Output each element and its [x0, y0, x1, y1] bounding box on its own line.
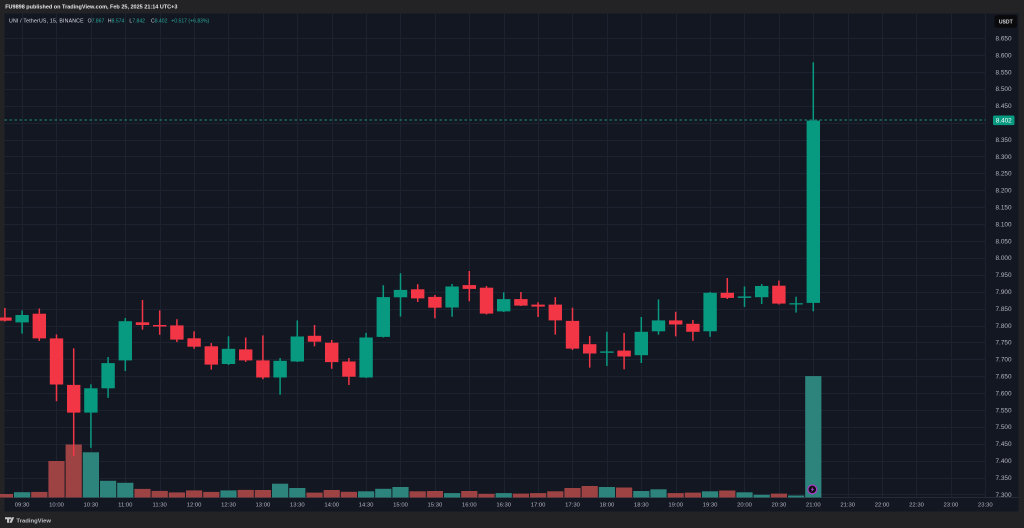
svg-text:8.500: 8.500 [996, 86, 1012, 93]
svg-text:8.150: 8.150 [996, 205, 1012, 212]
svg-text:10:30: 10:30 [84, 503, 99, 509]
svg-text:8.350: 8.350 [996, 137, 1012, 144]
svg-text:8.200: 8.200 [996, 188, 1012, 195]
svg-text:7.600: 7.600 [996, 390, 1012, 397]
svg-text:20:30: 20:30 [772, 503, 787, 509]
svg-text:H8.574: H8.574 [108, 19, 125, 25]
svg-text:13:30: 13:30 [290, 503, 305, 509]
svg-text:8.300: 8.300 [996, 154, 1012, 161]
svg-text:7.450: 7.450 [996, 441, 1012, 448]
svg-text:8.650: 8.650 [996, 36, 1012, 43]
svg-text:17:00: 17:00 [531, 503, 546, 509]
svg-text:7.350: 7.350 [996, 475, 1012, 482]
svg-text:13:00: 13:00 [256, 503, 271, 509]
svg-text:14:30: 14:30 [359, 503, 374, 509]
svg-text:20:00: 20:00 [737, 503, 752, 509]
svg-text:+0.517 (+6.83%): +0.517 (+6.83%) [171, 19, 209, 25]
svg-text:11:00: 11:00 [118, 503, 133, 509]
svg-text:8.100: 8.100 [996, 221, 1012, 228]
svg-text:14:00: 14:00 [324, 503, 339, 509]
svg-text:8.450: 8.450 [996, 103, 1012, 110]
svg-text:7.800: 7.800 [996, 323, 1012, 330]
svg-text:UNI / TetherUS, 15, BINANCE: UNI / TetherUS, 15, BINANCE [9, 19, 84, 25]
svg-text:22:00: 22:00 [875, 503, 890, 509]
svg-text:19:00: 19:00 [668, 503, 683, 509]
svg-text:18:30: 18:30 [634, 503, 649, 509]
svg-text:21:00: 21:00 [806, 503, 821, 509]
svg-text:21:30: 21:30 [840, 503, 855, 509]
svg-text:15:30: 15:30 [428, 503, 443, 509]
svg-text:7.300: 7.300 [996, 492, 1012, 499]
svg-text:7.750: 7.750 [996, 340, 1012, 347]
svg-text:7.500: 7.500 [996, 424, 1012, 431]
svg-text:09:30: 09:30 [15, 503, 30, 509]
svg-text:7.400: 7.400 [996, 458, 1012, 465]
svg-text:16:30: 16:30 [496, 503, 511, 509]
svg-text:7.850: 7.850 [996, 306, 1012, 313]
svg-text:7.650: 7.650 [996, 374, 1012, 381]
svg-text:16:00: 16:00 [462, 503, 477, 509]
svg-text:22:30: 22:30 [909, 503, 924, 509]
svg-text:L7.842: L7.842 [129, 19, 145, 25]
svg-text:11:30: 11:30 [153, 503, 168, 509]
svg-text:C8.402: C8.402 [151, 19, 168, 25]
svg-text:15:00: 15:00 [393, 503, 408, 509]
svg-text:7.550: 7.550 [996, 407, 1012, 414]
svg-text:8.250: 8.250 [996, 171, 1012, 178]
svg-text:19:30: 19:30 [703, 503, 718, 509]
svg-text:7.900: 7.900 [996, 289, 1012, 296]
svg-text:8.402: 8.402 [996, 118, 1012, 125]
svg-text:O7.867: O7.867 [88, 19, 105, 25]
svg-text:TradingView: TradingView [16, 519, 51, 525]
svg-text:8.050: 8.050 [996, 238, 1012, 245]
svg-text:FU9898 published on TradingVie: FU9898 published on TradingView.com, Feb… [5, 4, 177, 10]
svg-text:23:00: 23:00 [944, 503, 959, 509]
svg-text:8.550: 8.550 [996, 69, 1012, 76]
svg-text:8.600: 8.600 [996, 52, 1012, 59]
svg-text:12:00: 12:00 [187, 503, 202, 509]
svg-text:7.950: 7.950 [996, 272, 1012, 279]
svg-text:7.700: 7.700 [996, 357, 1012, 364]
svg-text:10:00: 10:00 [49, 503, 64, 509]
svg-text:23:30: 23:30 [978, 503, 993, 509]
svg-text:8.000: 8.000 [996, 255, 1012, 262]
svg-text:18:00: 18:00 [600, 503, 615, 509]
svg-text:12:30: 12:30 [221, 503, 236, 509]
svg-text:USDT: USDT [999, 19, 1014, 25]
svg-text:17:30: 17:30 [565, 503, 580, 509]
